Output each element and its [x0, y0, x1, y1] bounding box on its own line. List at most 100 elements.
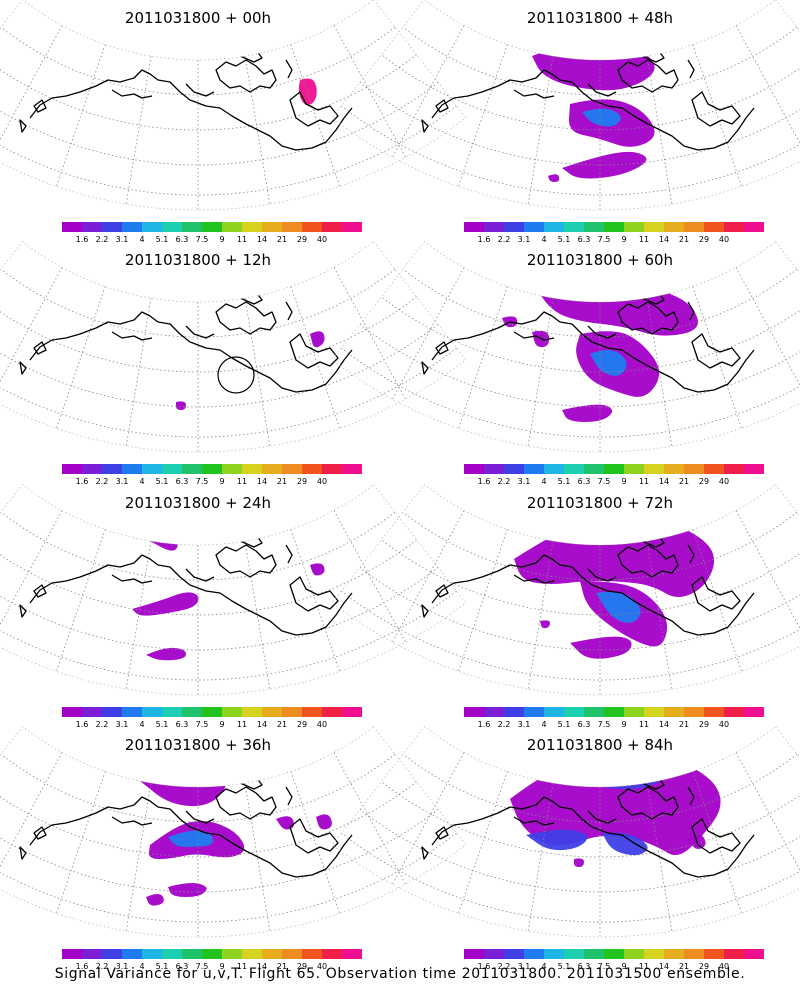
colorbar-swatch — [464, 464, 484, 474]
coastline — [239, 289, 263, 305]
colorbar-swatch — [82, 222, 102, 232]
colorbar-tick-label: 5.1 — [156, 720, 169, 729]
colorbar-tick-label: 29 — [699, 235, 709, 244]
colorbar-swatch — [664, 949, 684, 959]
colorbar-swatch — [744, 464, 764, 474]
variance-region — [176, 401, 186, 410]
graticule-meridian — [244, 56, 271, 205]
colorbar-swatch — [704, 222, 724, 232]
colorbar-swatch — [122, 464, 142, 474]
colorbar-swatch — [202, 707, 222, 717]
colorbar-tick-label: 4 — [139, 720, 144, 729]
graticule-meridian — [392, 752, 465, 885]
colorbar-tick-label: 6.3 — [578, 477, 591, 486]
colorbar-tick-label: 14 — [257, 962, 267, 971]
graticule-parallel — [0, 753, 396, 823]
colorbar-tick-label: 9 — [621, 720, 626, 729]
colorbar-swatch — [664, 707, 684, 717]
colorbar-swatch — [102, 222, 122, 232]
colorbar: 1.6 2.2 3.1 4 5.1 6.3 7.5 9 11 14 21 29 40 — [62, 464, 362, 486]
coastline — [289, 91, 339, 127]
colorbar-swatch — [142, 464, 162, 474]
colorbar-swatch — [122, 222, 142, 232]
colorbar-swatch — [724, 707, 744, 717]
variance-region — [582, 108, 621, 127]
colorbar-swatch — [302, 707, 322, 717]
graticule-meridian — [646, 541, 673, 690]
colorbar-tick-label: 21 — [679, 477, 689, 486]
colorbar-tick-label: 2.2 — [498, 720, 511, 729]
colorbar-tick-label: 5.1 — [558, 720, 571, 729]
colorbar-swatch — [182, 949, 202, 959]
colorbar-tick-label: 6.3 — [578, 962, 591, 971]
colorbar-swatch — [322, 949, 342, 959]
colorbar-swatch — [302, 222, 322, 232]
colorbar-tick-label: 5.1 — [156, 962, 169, 971]
graticule-meridian — [735, 510, 800, 643]
colorbar-tick-label: 5.1 — [156, 235, 169, 244]
coastline — [33, 341, 47, 355]
coastline — [561, 39, 575, 47]
variance-region — [570, 636, 632, 659]
colorbar-tick-label: 14 — [659, 720, 669, 729]
colorbar-swatch — [262, 707, 282, 717]
colorbar-swatch — [744, 949, 764, 959]
coastline — [691, 333, 741, 369]
map-panel: 2011031800 + 48h 1.6 2.2 3.1 4 5.1 6.3 7.5 9 11 14… — [331, 0, 800, 244]
colorbar-swatch — [102, 464, 122, 474]
coastline — [435, 584, 449, 598]
colorbar-tick-label: 3.1 — [518, 720, 531, 729]
colorbar-tick-label: 21 — [277, 720, 287, 729]
colorbar-swatch — [222, 707, 242, 717]
colorbar-tick-label: 3.1 — [116, 235, 129, 244]
graticule-parallel — [0, 54, 417, 131]
variance-region — [158, 290, 171, 300]
variance-region — [298, 78, 317, 106]
map-area — [341, 267, 800, 452]
colorbar-swatch — [202, 222, 222, 232]
colorbar-swatch — [484, 707, 504, 717]
colorbar-tick-label: 1.6 — [478, 962, 491, 971]
colorbar-tick-label: 21 — [277, 235, 287, 244]
colorbar-tick-label: 3.1 — [116, 962, 129, 971]
colorbar-tick-label: 29 — [297, 720, 307, 729]
colorbar-tick-label: 21 — [679, 962, 689, 971]
graticule-parallel — [402, 268, 798, 338]
coastline — [285, 59, 293, 79]
graticule-meridian — [125, 541, 152, 690]
coastline — [29, 69, 353, 151]
graticule-parallel — [341, 590, 800, 681]
colorbar-tick-label: 11 — [639, 235, 649, 244]
colorbar-tick-label: 6.3 — [176, 477, 189, 486]
colorbar-tick-label: 29 — [297, 477, 307, 486]
graticule-parallel — [0, 268, 396, 338]
colorbar: 1.6 2.2 3.1 4 5.1 6.3 7.5 9 11 14 21 29 40 — [62, 222, 362, 244]
colorbar-swatch — [704, 707, 724, 717]
panel-title: 2011031800 + 36h — [125, 736, 271, 754]
graticule-meridian — [646, 298, 673, 447]
colorbar-swatch — [584, 222, 604, 232]
colorbar-tick-label: 21 — [277, 477, 287, 486]
colorbar-swatch — [102, 949, 122, 959]
colorbar-tick-label: 11 — [237, 962, 247, 971]
colorbar-swatch — [524, 707, 544, 717]
colorbar-tick-label: 2.2 — [96, 720, 109, 729]
graticule-meridian — [392, 25, 465, 158]
map-panel: 2011031800 + 36h 1.6 2.2 3.1 4 5.1 6.3 7.5 9 11 14… — [0, 726, 467, 971]
colorbar-tick-label: 1.6 — [478, 235, 491, 244]
graticule-meridian — [125, 56, 152, 205]
colorbar-swatch — [182, 707, 202, 717]
variance-region — [574, 756, 667, 789]
colorbar-swatch — [282, 707, 302, 717]
map-frame — [331, 241, 800, 453]
colorbar-swatch — [584, 707, 604, 717]
graticule-parallel — [402, 511, 798, 581]
map-frame — [0, 484, 467, 696]
colorbar-tick-label: 9 — [219, 720, 224, 729]
colorbar-swatch — [162, 949, 182, 959]
colorbar-tick-label: 7.5 — [196, 235, 209, 244]
coastline — [513, 89, 555, 99]
colorbar-swatch — [162, 222, 182, 232]
colorbar-tick-label: 1.6 — [76, 720, 89, 729]
colorbar-swatch — [82, 949, 102, 959]
